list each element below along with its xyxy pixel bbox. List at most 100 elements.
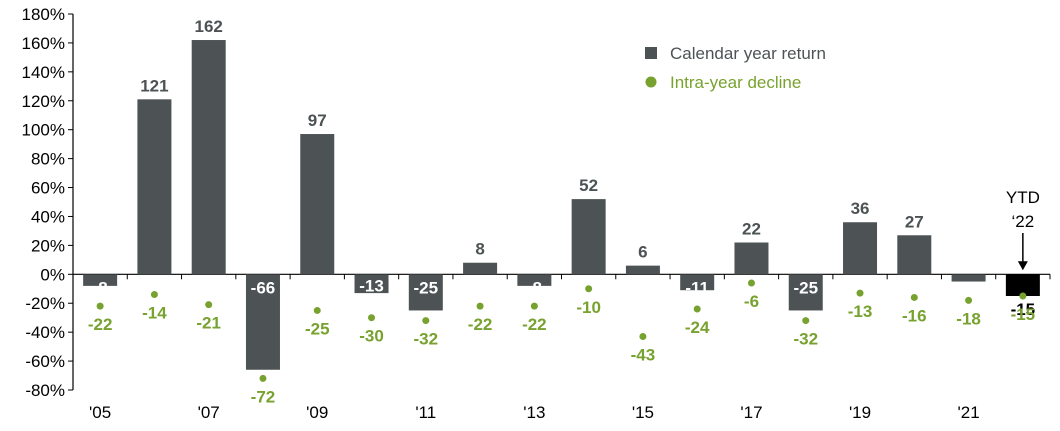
decline-dot-2006 <box>150 291 158 299</box>
y-tick-label: 160% <box>22 34 65 53</box>
decline-label: -16 <box>902 306 927 325</box>
return-label: 22 <box>742 219 761 238</box>
bar-2008 <box>245 274 280 370</box>
bar-2014 <box>571 199 606 275</box>
decline-dot-2013 <box>530 302 538 310</box>
legend: Calendar year return Intra-year decline <box>645 44 826 92</box>
data-labels: -8 121 162 -66 97 -13 -25 8 -8 52 6 -11 22 -25 36 27 -5 -… <box>88 17 1035 406</box>
return-label: -13 <box>359 276 384 295</box>
decline-label: -22 <box>468 315 493 334</box>
bar-2019 <box>843 222 878 275</box>
bar-2009 <box>300 134 335 275</box>
decline-dot-2005 <box>96 302 104 310</box>
return-label: 8 <box>475 240 484 259</box>
bar-2016 <box>680 274 715 291</box>
x-tick-label: '05 <box>89 403 111 422</box>
decline-label: -43 <box>631 345 656 364</box>
ytd-annotation: YTD ‘22 <box>1006 188 1040 271</box>
x-tick-label: '17 <box>740 403 762 422</box>
return-label: -25 <box>414 278 439 297</box>
x-tick-label: '15 <box>632 403 654 422</box>
decline-label: -21 <box>196 314 221 333</box>
return-label: 121 <box>140 76 168 95</box>
x-tick-label: '07 <box>198 403 220 422</box>
x-tick-label: '11 <box>415 403 436 422</box>
decline-label: -22 <box>522 315 547 334</box>
return-label: -15 <box>1011 300 1036 319</box>
y-tick-label: -60% <box>25 352 65 371</box>
decline-dot-2019 <box>856 289 864 297</box>
legend-swatch-calendar-year-return <box>645 47 657 59</box>
y-tick-label: 0% <box>40 265 65 284</box>
x-axis: '05 '07 '09 '11 '13 '15 '17 '19 '21 <box>72 273 1051 422</box>
decline-label: -32 <box>414 330 439 349</box>
x-tick-label: '21 <box>958 403 980 422</box>
bar-2007 <box>191 40 226 275</box>
y-tick-label: 20% <box>31 236 65 255</box>
decline-label: -24 <box>685 318 710 337</box>
bar-2006 <box>137 99 172 275</box>
bar-2010 <box>354 274 389 294</box>
return-label: -8 <box>527 278 542 297</box>
y-tick-label: -80% <box>25 381 65 400</box>
decline-dot-2007 <box>205 301 213 309</box>
decline-label: -6 <box>744 292 759 311</box>
decline-label: -15 <box>1011 305 1036 324</box>
decline-dot-2018 <box>802 317 810 325</box>
bar-2017 <box>734 242 769 275</box>
decline-label: -25 <box>305 319 330 338</box>
decline-dots <box>96 279 1027 382</box>
bar-2011 <box>408 274 443 311</box>
decline-label: -22 <box>88 315 113 334</box>
decline-dot-2009 <box>313 306 321 314</box>
return-label: -66 <box>251 278 276 297</box>
decline-label: -32 <box>793 330 818 349</box>
x-tick-label: '13 <box>523 403 545 422</box>
y-tick-label: -40% <box>25 323 65 342</box>
decline-dot-2010 <box>368 314 376 322</box>
bar-2015 <box>625 265 660 275</box>
decline-label: -72 <box>251 387 276 406</box>
return-label: 52 <box>579 176 598 195</box>
return-bars <box>83 40 1040 370</box>
decline-label: -13 <box>848 302 873 321</box>
return-label: -11 <box>685 278 709 297</box>
y-axis: -80% -60% -40% -20% 0% 20% 40% 60% 80% 100% 120% 14… <box>22 5 74 400</box>
decline-dot-2012 <box>476 302 484 310</box>
decline-dot-2011 <box>422 317 430 325</box>
decline-label: -14 <box>142 304 167 323</box>
y-tick-label: 120% <box>22 92 65 111</box>
decline-dot-2008 <box>259 374 267 382</box>
decline-dot-2017 <box>747 279 755 287</box>
decline-dot-2015 <box>639 332 647 340</box>
y-tick-label: -20% <box>25 294 65 313</box>
return-label: -5 <box>961 278 976 297</box>
bar-2022-ytd <box>1005 274 1040 296</box>
return-label: -8 <box>93 278 108 297</box>
bar-2018 <box>788 274 823 311</box>
decline-dot-2020 <box>910 293 918 301</box>
annotation-year: ‘22 <box>1012 212 1035 231</box>
decline-dot-2016 <box>693 305 701 313</box>
y-tick-label: 180% <box>22 5 65 24</box>
y-tick-label: 40% <box>31 207 65 226</box>
decline-dot-2014 <box>585 285 593 293</box>
y-tick-label: 140% <box>22 63 65 82</box>
decline-label: -10 <box>576 298 601 317</box>
y-tick-label: 60% <box>31 179 65 198</box>
x-tick-label: '09 <box>306 403 328 422</box>
bar-2020 <box>897 235 932 275</box>
annotation-ytd: YTD <box>1006 188 1040 207</box>
bar-2013 <box>517 274 552 286</box>
y-tick-label: 80% <box>31 150 65 169</box>
decline-label: -30 <box>359 327 384 346</box>
return-label: 36 <box>851 199 870 218</box>
bar-2005 <box>83 274 118 286</box>
y-tick-label: 100% <box>22 121 65 140</box>
return-label: -25 <box>793 278 818 297</box>
x-tick-label: '19 <box>849 403 871 422</box>
decline-label: -18 <box>956 309 981 328</box>
return-label: 27 <box>905 212 924 231</box>
legend-label-intra-year-decline: Intra-year decline <box>670 73 801 92</box>
